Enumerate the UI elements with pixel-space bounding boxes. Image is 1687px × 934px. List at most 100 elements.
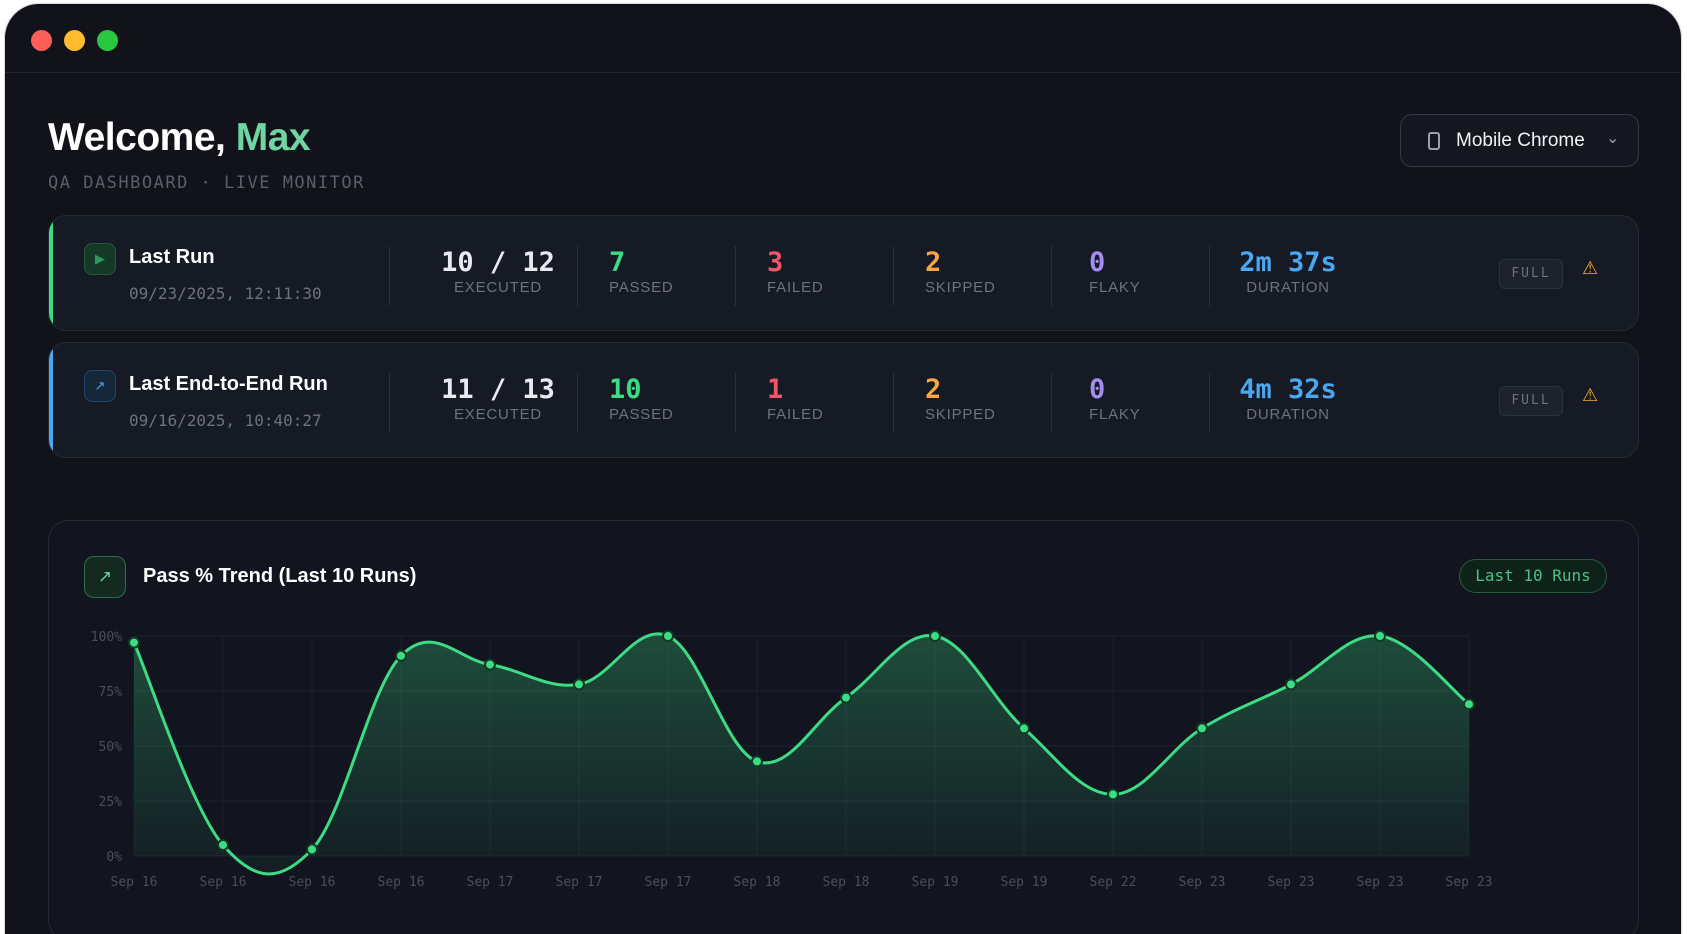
x-tick-label: Sep 16 [200, 875, 247, 890]
stat-passed: 10 PASSED [609, 373, 697, 423]
trend-point [1285, 678, 1297, 691]
window-titlebar [5, 4, 1681, 73]
flaky-label: FLAKY [1089, 406, 1141, 423]
trend-point [395, 649, 407, 662]
range-badge[interactable]: Last 10 Runs [1459, 559, 1607, 593]
stat-skipped: 2 SKIPPED [925, 373, 1013, 423]
app-window: Welcome, Max QA DASHBOARD · LIVE MONITOR… [5, 4, 1681, 934]
trend-point [929, 630, 941, 642]
x-tick-label: Sep 23 [1357, 875, 1404, 890]
skipped-label: SKIPPED [925, 406, 996, 423]
page-subtitle: QA DASHBOARD · LIVE MONITOR [48, 173, 365, 193]
trend-point [1107, 788, 1119, 801]
skipped-value: 2 [925, 374, 942, 405]
chevron-down-icon: ⌄ [1606, 130, 1620, 147]
trend-point [1463, 698, 1475, 711]
pass-trend-card: ↗ Pass % Trend (Last 10 Runs) Last 10 Ru… [48, 520, 1639, 934]
trend-point [662, 630, 674, 642]
stat-passed: 7 PASSED [609, 246, 697, 296]
trend-point [484, 658, 496, 671]
stat-failed: 1 FAILED [767, 373, 855, 423]
stat-duration: 4m 32s DURATION [1229, 373, 1347, 423]
stat-failed: 3 FAILED [767, 246, 855, 296]
failed-value: 3 [767, 247, 784, 278]
x-tick-label: Sep 16 [378, 875, 425, 890]
x-tick-label: Sep 19 [912, 875, 959, 890]
x-tick-label: Sep 17 [645, 875, 692, 890]
warning-icon[interactable]: ⚠ [1582, 385, 1599, 405]
mobile-phone-icon [1428, 132, 1440, 150]
user-name: Max [235, 116, 311, 159]
trend-point [217, 839, 229, 851]
x-tick-label: Sep 17 [556, 875, 603, 890]
duration-value: 2m 37s [1239, 247, 1337, 278]
last-run-card: ▶ Last Run 09/23/2025, 12:11:30 10 / 12 … [48, 215, 1639, 331]
y-tick-label: 75% [99, 685, 123, 700]
stat-duration: 2m 37s DURATION [1229, 246, 1347, 296]
stat-executed: 11 / 13 EXECUTED [425, 373, 571, 423]
trend-point [306, 843, 318, 856]
device-select[interactable]: Mobile Chrome ⌄ [1400, 114, 1639, 167]
passed-label: PASSED [609, 279, 674, 296]
trend-point [840, 691, 852, 704]
failed-value: 1 [767, 374, 784, 405]
x-tick-label: Sep 17 [467, 875, 514, 890]
executed-label: EXECUTED [453, 406, 543, 423]
duration-value: 4m 32s [1239, 374, 1337, 405]
executed-value: 11 / 13 [441, 374, 555, 405]
x-tick-label: Sep 16 [111, 875, 158, 890]
trend-point [128, 636, 140, 649]
flaky-value: 0 [1089, 374, 1106, 405]
trend-arrow-icon: ↗ [84, 556, 126, 598]
x-tick-label: Sep 19 [1001, 875, 1048, 890]
chart-title: Pass % Trend (Last 10 Runs) [143, 565, 417, 587]
run-title: Last End-to-End Run [129, 373, 328, 395]
trend-point [1196, 722, 1208, 735]
stat-flaky: 0 FLAKY [1089, 373, 1177, 423]
y-tick-label: 100% [91, 630, 122, 645]
maximize-window-button[interactable] [97, 30, 118, 51]
x-tick-label: Sep 23 [1179, 875, 1226, 890]
skipped-label: SKIPPED [925, 279, 996, 296]
welcome-heading: Welcome, Max [48, 116, 311, 160]
close-window-button[interactable] [31, 30, 52, 51]
run-title: Last Run [129, 246, 215, 268]
failed-label: FAILED [767, 279, 824, 296]
executed-label: EXECUTED [453, 279, 543, 296]
greeting-text: Welcome, [48, 116, 226, 159]
passed-value: 7 [609, 247, 626, 278]
card-accent-bar [49, 343, 53, 457]
arrow-up-right-icon: ↗ [84, 370, 116, 402]
y-tick-label: 50% [99, 740, 123, 755]
full-report-button[interactable]: FULL [1499, 259, 1563, 289]
warning-icon[interactable]: ⚠ [1582, 258, 1599, 278]
play-icon: ▶ [84, 243, 116, 275]
x-tick-label: Sep 18 [823, 875, 870, 890]
device-select-value: Mobile Chrome [1456, 130, 1585, 151]
x-tick-label: Sep 22 [1090, 875, 1137, 890]
run-date: 09/23/2025, 12:11:30 [129, 284, 322, 303]
run-date: 09/16/2025, 10:40:27 [129, 411, 322, 430]
stat-flaky: 0 FLAKY [1089, 246, 1177, 296]
y-tick-label: 25% [99, 795, 123, 810]
stat-executed: 10 / 12 EXECUTED [425, 246, 571, 296]
y-tick-label: 0% [106, 850, 122, 865]
full-report-button[interactable]: FULL [1499, 386, 1563, 416]
trend-point [573, 678, 585, 691]
x-tick-label: Sep 23 [1446, 875, 1493, 890]
pass-trend-chart: 0% 25% 50% 75% 100% Sep 16 Sep 16 Sep 16 Sep 16 S… [91, 630, 1493, 890]
x-tick-label: Sep 23 [1268, 875, 1315, 890]
duration-label: DURATION [1246, 406, 1330, 423]
x-tick-label: Sep 16 [289, 875, 336, 890]
x-tick-label: Sep 18 [734, 875, 781, 890]
trend-line [132, 632, 1470, 876]
trend-area [134, 633, 1469, 874]
trend-point [1374, 630, 1386, 642]
duration-label: DURATION [1246, 279, 1330, 296]
flaky-value: 0 [1089, 247, 1106, 278]
flaky-label: FLAKY [1089, 279, 1141, 296]
trend-point [751, 755, 763, 768]
skipped-value: 2 [925, 247, 942, 278]
minimize-window-button[interactable] [64, 30, 85, 51]
passed-value: 10 [609, 374, 642, 405]
